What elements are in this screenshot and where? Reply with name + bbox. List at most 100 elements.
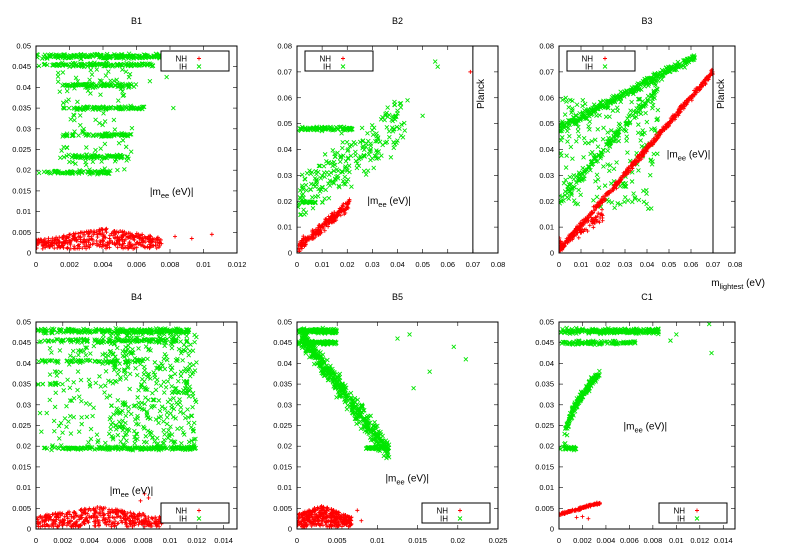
point-ih <box>365 168 371 174</box>
point-ih <box>576 187 581 193</box>
point-ih <box>145 356 150 362</box>
point-ih <box>69 61 75 67</box>
point-ih <box>175 426 180 432</box>
point-ih <box>432 59 438 64</box>
point-ih <box>333 154 338 159</box>
point-ih <box>88 62 94 68</box>
point-nh <box>95 235 100 240</box>
point-ih <box>86 377 92 383</box>
point-ih <box>577 178 582 184</box>
point-ih <box>175 356 180 362</box>
point-ih <box>573 112 579 118</box>
point-ih <box>85 88 91 94</box>
point-ih <box>163 384 169 390</box>
point-ih <box>317 189 323 194</box>
point-ih <box>607 139 612 145</box>
point-ih <box>595 177 601 182</box>
point-nh <box>45 515 50 520</box>
point-nh <box>686 98 691 103</box>
point-ih <box>188 342 193 347</box>
point-nh <box>132 518 137 523</box>
point-ih <box>178 409 183 415</box>
point-ih <box>142 401 147 407</box>
point-ih <box>134 431 140 437</box>
point-nh <box>142 518 147 523</box>
y-tick-label: 0.015 <box>12 462 31 471</box>
point-nh <box>602 198 607 203</box>
point-ih <box>52 428 57 434</box>
point-ih <box>689 57 695 62</box>
point-nh <box>85 519 90 524</box>
point-ih <box>141 424 146 430</box>
point-ih <box>140 332 145 338</box>
point-ih <box>108 333 114 339</box>
y-tick-label: 0.06 <box>277 93 292 102</box>
x-tick-label: 0.002 <box>53 536 72 545</box>
point-ih <box>120 93 126 99</box>
point-ih <box>361 147 367 153</box>
point-ih <box>576 134 582 139</box>
point-ih <box>150 403 155 409</box>
point-ih <box>559 153 564 158</box>
point-ih <box>84 152 89 157</box>
point-nh <box>43 245 48 250</box>
point-nh <box>143 514 148 519</box>
point-ih <box>161 356 167 362</box>
point-nh <box>105 511 110 516</box>
point-ih <box>149 54 154 60</box>
point-ih <box>104 82 110 88</box>
point-nh <box>660 128 665 133</box>
point-nh <box>153 243 158 248</box>
point-ih <box>654 117 660 122</box>
point-ih <box>117 424 123 430</box>
point-nh <box>46 518 51 523</box>
point-nh <box>74 519 79 524</box>
mee-label-pre: |m <box>150 187 161 198</box>
point-ih <box>103 105 108 111</box>
point-ih <box>47 54 52 59</box>
point-ih <box>106 134 112 139</box>
point-ih <box>141 364 147 370</box>
point-ih <box>611 135 617 140</box>
point-ih <box>186 439 192 445</box>
point-ih <box>83 345 88 350</box>
panel-points <box>559 53 715 253</box>
point-ih <box>36 359 41 364</box>
point-nh <box>112 524 117 529</box>
point-nh <box>82 242 87 247</box>
point-ih <box>86 440 91 445</box>
point-ih <box>644 201 649 207</box>
point-ih <box>175 378 181 384</box>
point-ih <box>307 199 312 204</box>
point-nh <box>121 516 126 521</box>
panel-b4: B40 0.002 0.004 0.006 0.008 0.01 0.012 0.01400.… <box>12 292 238 545</box>
y-tick-label: 0.04 <box>16 359 31 368</box>
point-ih <box>119 105 125 111</box>
point-nh <box>90 237 95 242</box>
point-ih <box>186 420 192 426</box>
point-ih <box>386 128 392 134</box>
point-ih <box>577 172 582 178</box>
point-ih <box>607 114 612 120</box>
point-ih <box>648 80 654 86</box>
mee-label-sub: ee <box>378 200 386 209</box>
point-nh <box>57 520 62 525</box>
point-ih <box>55 70 61 76</box>
point-ih <box>98 146 104 151</box>
point-ih <box>559 128 564 134</box>
point-ih <box>115 84 120 90</box>
point-ih <box>169 402 175 408</box>
point-ih <box>108 104 114 110</box>
point-ih <box>173 385 179 391</box>
point-ih <box>573 113 579 119</box>
point-ih <box>143 330 149 335</box>
point-ih <box>660 72 666 78</box>
point-ih <box>64 424 69 430</box>
point-ih <box>75 387 80 393</box>
point-nh <box>64 234 69 239</box>
point-ih <box>184 333 189 339</box>
point-ih <box>104 58 109 63</box>
point-ih <box>176 390 182 396</box>
point-ih <box>93 117 98 123</box>
point-nh <box>600 218 605 223</box>
